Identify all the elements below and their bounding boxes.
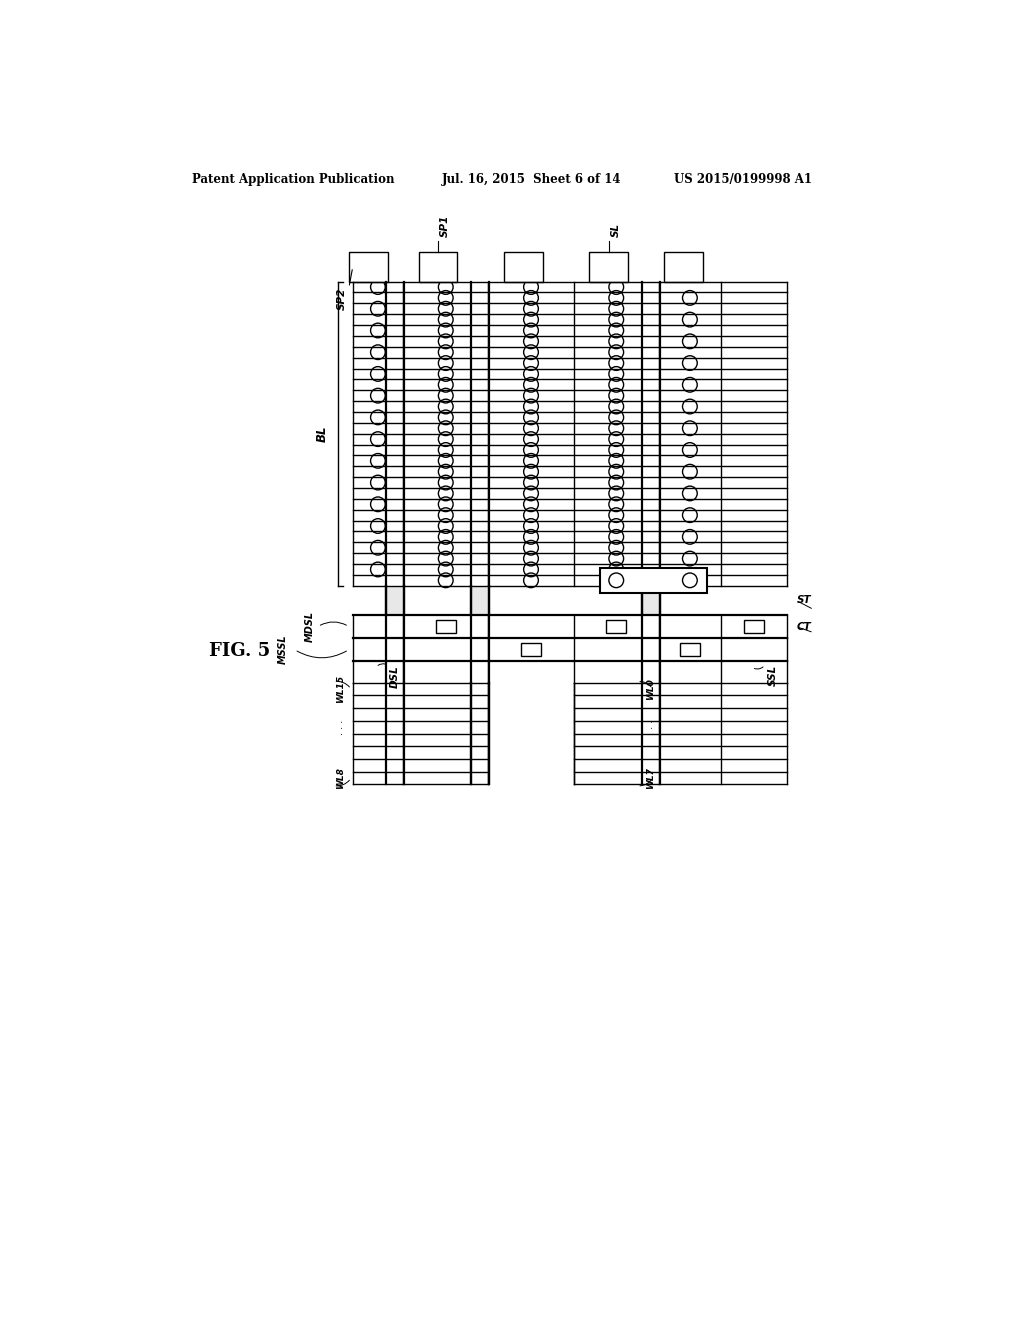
Text: Patent Application Publication: Patent Application Publication [191,173,394,186]
Text: WL7: WL7 [646,767,655,789]
Bar [386,586,403,615]
Text: MSSL: MSSL [278,635,288,664]
Bar [665,252,703,281]
Text: CT: CT [797,622,812,631]
Text: . . .: . . . [645,719,655,735]
Bar [471,586,489,615]
Bar [606,620,627,634]
Text: MDSL: MDSL [305,611,315,642]
Text: WL15: WL15 [336,675,345,704]
Text: BL: BL [315,425,329,442]
Bar [600,568,707,593]
Text: FIG. 5: FIG. 5 [209,643,270,660]
Text: WL0: WL0 [646,678,655,700]
Text: US 2015/0199998 A1: US 2015/0199998 A1 [675,173,812,186]
Bar [642,586,659,615]
Bar [504,252,543,281]
Text: SP1: SP1 [440,215,451,238]
Bar [419,252,458,281]
Bar [521,643,541,656]
Text: DSL: DSL [390,665,400,688]
Text: ST: ST [797,595,811,606]
Bar [743,620,764,634]
Bar [435,620,456,634]
Text: WL8: WL8 [336,767,345,789]
Text: SL: SL [611,223,621,238]
Text: . . .: . . . [335,719,345,735]
Bar [589,252,628,281]
Text: SP2: SP2 [337,288,347,310]
Text: SSL: SSL [767,665,777,686]
Text: Jul. 16, 2015  Sheet 6 of 14: Jul. 16, 2015 Sheet 6 of 14 [442,173,622,186]
Bar [680,643,700,656]
Bar [349,252,388,281]
